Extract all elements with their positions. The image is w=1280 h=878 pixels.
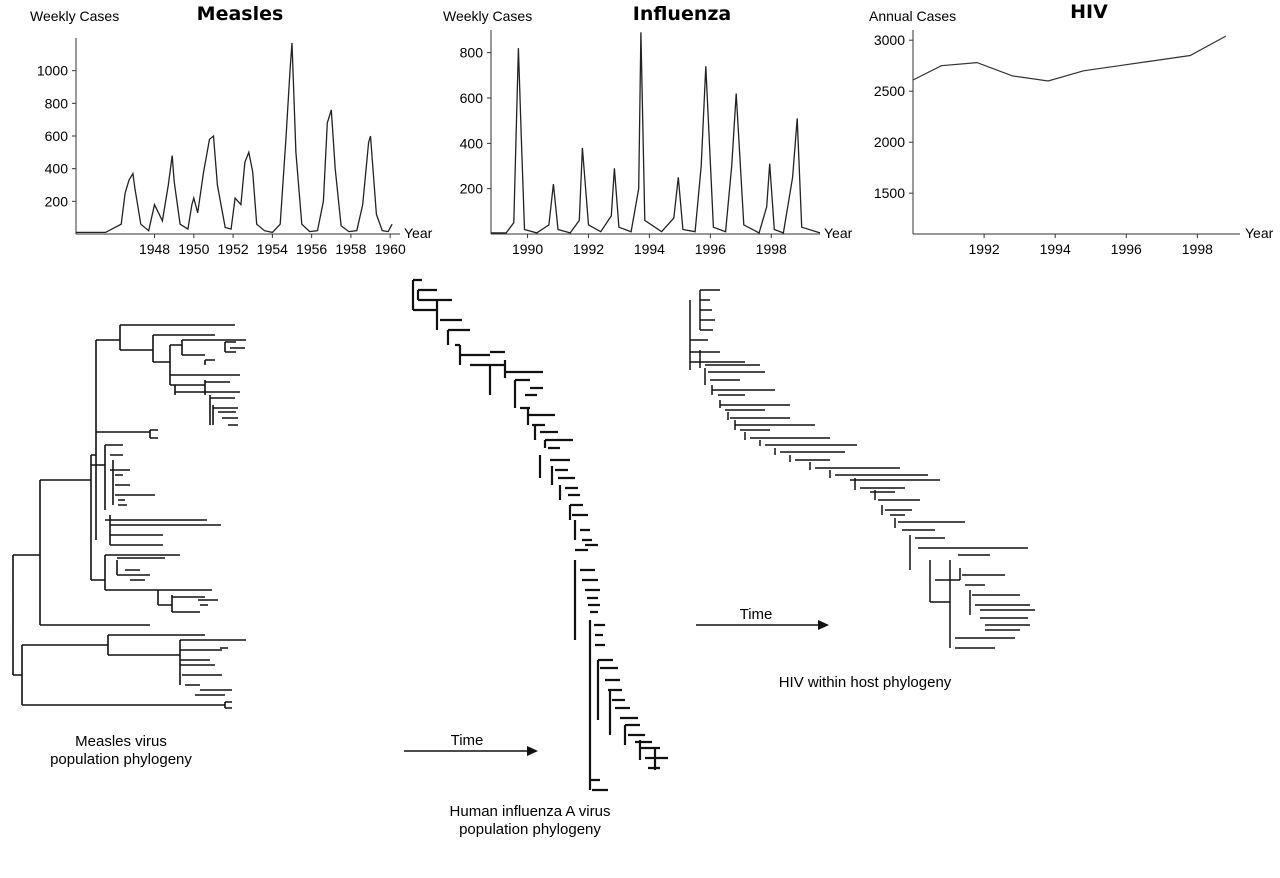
measles-ylabel: Weekly Cases <box>30 8 119 24</box>
influenza-phylogeny-tree <box>411 278 668 792</box>
hiv-ytick-label-0: 1500 <box>874 185 905 201</box>
measles-chart: Weekly Cases Measles Year 200 400 600 800 10… <box>30 3 433 257</box>
hiv-series-line <box>912 35 1227 82</box>
hiv-xlabel: Year <box>1245 225 1274 241</box>
measles-xtick-label-1: 1950 <box>178 241 209 257</box>
hiv-title: HIV <box>1070 1 1108 23</box>
hiv-xtick-label-3: 1998 <box>1182 241 1213 257</box>
influenza-title: Influenza <box>633 3 732 25</box>
hiv-chart: Annual Cases HIV Year 1500 2000 2500 3000 1… <box>869 1 1274 257</box>
measles-ytick-label-3: 800 <box>45 95 69 111</box>
influenza-xtick-label-2: 1994 <box>634 241 665 257</box>
hiv-caption: HIV within host phylogeny <box>779 674 952 691</box>
influenza-chart: Weekly Cases Influenza Year 200 400 600 800… <box>443 3 853 257</box>
hiv-xtick-label-0: 1992 <box>969 241 1000 257</box>
measles-caption-line1: Measles virus <box>75 733 167 750</box>
influenza-xtick-label-0: 1990 <box>512 241 543 257</box>
hiv-ylabel: Annual Cases <box>869 8 956 24</box>
influenza-xtick-label-1: 1992 <box>573 241 604 257</box>
influenza-caption-line1: Human influenza A virus <box>450 803 611 820</box>
hiv-time-arrow: Time <box>696 606 829 630</box>
influenza-ytick-label-2: 600 <box>460 90 484 106</box>
measles-ytick-label-1: 400 <box>45 161 69 177</box>
influenza-ylabel: Weekly Cases <box>443 8 532 24</box>
hiv-time-label: Time <box>740 606 773 623</box>
influenza-xlabel: Year <box>824 225 853 241</box>
influenza-caption-line2: population phylogeny <box>459 821 601 838</box>
influenza-series-line <box>491 32 821 234</box>
influenza-time-label: Time <box>451 732 484 749</box>
measles-xtick-label-5: 1958 <box>335 241 366 257</box>
hiv-xtick-label-2: 1996 <box>1111 241 1142 257</box>
measles-xtick-label-6: 1960 <box>375 241 406 257</box>
influenza-xtick-label-3: 1996 <box>695 241 726 257</box>
measles-ytick-label-4: 1000 <box>37 63 68 79</box>
hiv-xtick-label-1: 1994 <box>1040 241 1071 257</box>
measles-series-line <box>76 42 393 234</box>
measles-xtick-label-3: 1954 <box>257 241 288 257</box>
hiv-ytick-label-2: 2500 <box>874 83 905 99</box>
influenza-ytick-label-0: 200 <box>460 181 484 197</box>
measles-caption-line2: population phylogeny <box>50 751 192 768</box>
measles-ytick-label-0: 200 <box>45 193 69 209</box>
measles-title: Measles <box>197 3 284 25</box>
influenza-time-arrow: Time <box>404 732 538 756</box>
measles-xtick-label-4: 1956 <box>296 241 327 257</box>
hiv-phylogeny-tree <box>689 289 1035 649</box>
measles-xtick-label-2: 1952 <box>218 241 249 257</box>
hiv-ytick-label-3: 3000 <box>874 32 905 48</box>
measles-xtick-label-0: 1948 <box>139 241 170 257</box>
influenza-ytick-label-1: 400 <box>460 135 484 151</box>
influenza-xtick-label-4: 1998 <box>756 241 787 257</box>
measles-phylogeny-tree <box>12 324 246 709</box>
influenza-ytick-label-3: 800 <box>460 45 484 61</box>
hiv-ytick-label-1: 2000 <box>874 134 905 150</box>
measles-ytick-label-2: 600 <box>45 128 69 144</box>
measles-xlabel: Year <box>404 225 433 241</box>
